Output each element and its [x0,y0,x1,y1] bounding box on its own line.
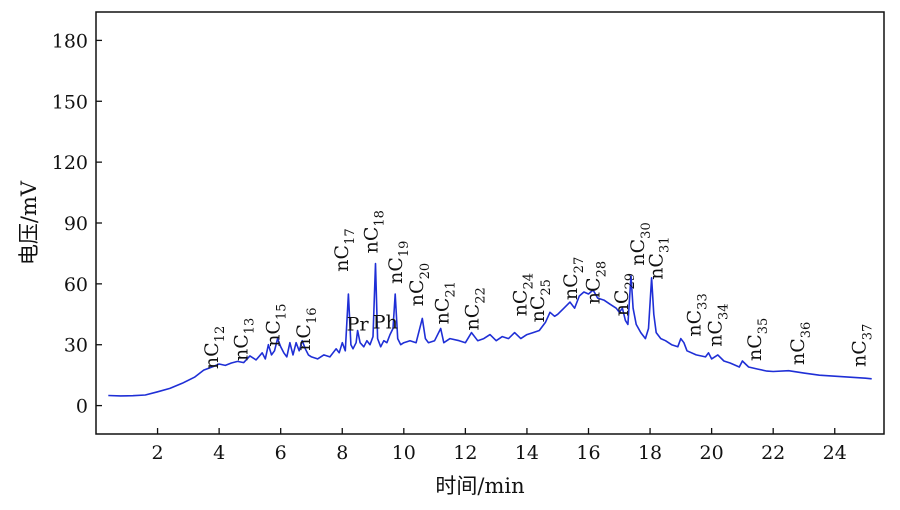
peak-label: nC31 [645,236,672,279]
x-axis-title: 时间/min [435,474,524,498]
y-axis-title: 电压/mV [17,180,41,265]
peak-label: nC19 [385,241,412,284]
y-tick-label: 60 [64,274,88,296]
peak-label: nC24 [509,273,536,316]
x-tick-label: 2 [152,442,164,464]
x-tick-label: 20 [700,442,724,464]
peak-label: nC21 [431,281,458,324]
peak-label: nC36 [787,322,814,365]
peak-label: nC15 [263,303,290,346]
x-tick-label: 10 [392,442,416,464]
x-axis-ticks: 2 4 6 8 10 12 14 16 18 20 22 24 [152,428,847,464]
peak-label: nC35 [744,318,771,361]
peak-label: nC27 [560,257,587,300]
x-tick-label: 24 [823,442,847,464]
y-tick-label: 90 [64,213,88,235]
y-tick-label: 0 [76,396,88,418]
annotation-label: Pr [347,314,370,336]
x-tick-label: 18 [638,442,662,464]
peak-label: nC16 [293,307,320,350]
peak-label: nC33 [684,293,711,336]
peak-label: nC18 [360,210,387,253]
annotations: Pr Ph [347,312,398,336]
y-axis-ticks: 0 30 60 90 120 150 180 [52,30,102,418]
annotation-label: Ph [373,312,398,334]
peak-label: nC34 [705,303,732,346]
x-tick-label: 4 [213,442,225,464]
peak-label: nC25 [527,279,554,322]
x-tick-label: 6 [275,442,287,464]
peak-label: nC30 [627,222,654,265]
peak-label: nC29 [611,273,638,316]
y-tick-label: 120 [52,152,88,174]
peak-label: nC13 [230,318,257,361]
series-line [108,262,872,397]
peak-label: nC17 [331,228,358,271]
x-tick-label: 16 [576,442,600,464]
y-tick-label: 180 [52,30,88,52]
x-tick-label: 12 [453,442,477,464]
x-tick-label: 8 [336,442,348,464]
y-tick-label: 30 [64,335,88,357]
peak-label: nC20 [406,263,433,306]
x-tick-label: 14 [515,442,539,464]
peak-label: nC28 [582,261,609,304]
y-tick-label: 150 [52,91,88,113]
peak-label: nC22 [461,287,488,330]
peak-label: nC12 [201,326,228,369]
peak-label: nC37 [849,324,876,367]
x-tick-label: 22 [761,442,785,464]
